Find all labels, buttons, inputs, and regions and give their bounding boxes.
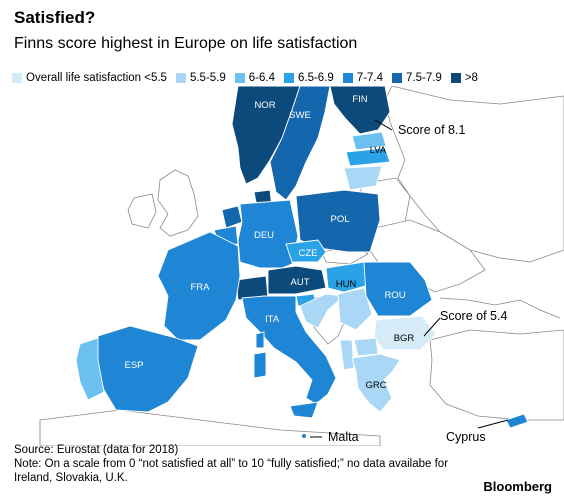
country-swe bbox=[269, 86, 331, 201]
note-text: Note: On a scale from 0 “not satisfied a… bbox=[14, 458, 449, 484]
bloomberg-logo: Bloomberg bbox=[483, 479, 552, 494]
cyprus-callout-line bbox=[477, 419, 509, 429]
country-est bbox=[351, 131, 387, 151]
country-srb bbox=[337, 287, 373, 331]
chart-subtitle: Finns score highest in Europe on life sa… bbox=[14, 35, 358, 52]
label-grc: GRC bbox=[365, 380, 386, 391]
footnote: Source: Eurostat (data for 2018) Note: O… bbox=[14, 443, 484, 485]
legend-item: 7.5-7.9 bbox=[392, 72, 442, 84]
country-ita-sardinia bbox=[253, 351, 267, 379]
europe-map: NOR SWE FIN LVA POL DEU CZE AUT HUN FRA … bbox=[0, 86, 564, 446]
annotation-cyprus: Cyprus bbox=[446, 430, 486, 444]
legend-item: 6.5-6.9 bbox=[283, 72, 334, 84]
country-fra-corsica bbox=[255, 331, 265, 349]
legend-label: Overall life satisfaction <5.5 bbox=[26, 72, 167, 84]
country-prt bbox=[75, 337, 105, 401]
label-deu: DEU bbox=[254, 230, 274, 241]
legend-item: 5.5-5.9 bbox=[175, 72, 226, 84]
ireland-outline bbox=[127, 193, 157, 229]
label-hun: HUN bbox=[336, 279, 357, 290]
black-sea-shore bbox=[439, 297, 561, 319]
legend-swatch bbox=[342, 73, 353, 83]
country-mkd bbox=[353, 337, 379, 357]
legend-swatch bbox=[283, 73, 294, 83]
country-hun bbox=[325, 261, 373, 293]
uk-outline bbox=[157, 169, 199, 237]
ukraine-outline bbox=[367, 219, 486, 293]
label-swe: SWE bbox=[289, 110, 311, 121]
legend-item: Overall life satisfaction <5.5 bbox=[12, 72, 167, 84]
legend-label: 7-7.4 bbox=[356, 72, 384, 84]
country-ita bbox=[241, 295, 337, 405]
annotation-fin-score: Score of 8.1 bbox=[398, 123, 465, 137]
label-fra: FRA bbox=[191, 282, 211, 293]
country-nld bbox=[221, 205, 243, 229]
country-fin bbox=[329, 86, 391, 135]
legend-label: >8 bbox=[464, 72, 478, 84]
country-rou bbox=[363, 261, 433, 317]
country-lva bbox=[345, 147, 391, 167]
country-alb bbox=[339, 339, 355, 371]
label-cze: CZE bbox=[299, 248, 318, 259]
annotation-bgr-score: Score of 5.4 bbox=[440, 309, 507, 323]
country-labels: NOR SWE FIN LVA POL DEU CZE AUT HUN FRA … bbox=[124, 94, 414, 391]
label-ita: ITA bbox=[265, 314, 280, 325]
chart-title: Satisfied? bbox=[14, 8, 96, 27]
country-cyp bbox=[505, 413, 529, 429]
label-aut: AUT bbox=[291, 277, 310, 288]
label-pol: POL bbox=[330, 214, 349, 225]
legend-label: 5.5-5.9 bbox=[189, 72, 226, 84]
label-fin: FIN bbox=[352, 94, 367, 105]
europe-map-svg: NOR SWE FIN LVA POL DEU CZE AUT HUN FRA … bbox=[39, 86, 564, 446]
no-data-land bbox=[39, 86, 564, 446]
source-text: Source: Eurostat (data for 2018) bbox=[14, 444, 179, 456]
legend-swatch bbox=[234, 73, 245, 83]
legend-item: 6-6.4 bbox=[234, 72, 275, 84]
legend-item: >8 bbox=[450, 72, 478, 84]
country-hrv bbox=[299, 293, 346, 329]
legend-label: 6.5-6.9 bbox=[297, 72, 334, 84]
legend-label: 7.5-7.9 bbox=[406, 72, 442, 84]
north-africa-outline bbox=[39, 409, 381, 446]
turkey-outline bbox=[429, 329, 564, 421]
country-mlt bbox=[301, 433, 307, 439]
legend-swatch bbox=[12, 73, 22, 83]
country-fra bbox=[157, 231, 241, 341]
label-rou: ROU bbox=[384, 290, 405, 301]
fin-callout-line bbox=[374, 119, 393, 131]
country-ita-sicily bbox=[289, 401, 319, 419]
country-deu bbox=[237, 199, 299, 269]
country-cze bbox=[285, 239, 327, 263]
label-nor: NOR bbox=[254, 100, 275, 111]
annotation-malta: Malta bbox=[328, 430, 359, 444]
legend-swatch bbox=[392, 73, 403, 83]
legend-swatch bbox=[450, 73, 461, 83]
legend-swatch bbox=[175, 73, 186, 83]
label-esp: ESP bbox=[124, 360, 143, 371]
country-ltu bbox=[343, 165, 383, 191]
legend-item: 7-7.4 bbox=[342, 72, 384, 84]
country-grc bbox=[351, 353, 401, 413]
bgr-callout-line bbox=[423, 317, 441, 337]
label-bgr: BGR bbox=[394, 333, 415, 344]
label-lva: LVA bbox=[370, 145, 387, 156]
countries bbox=[75, 86, 529, 439]
legend: Overall life satisfaction <5.5 5.5-5.9 6… bbox=[12, 72, 487, 84]
legend-label: 6-6.4 bbox=[248, 72, 275, 84]
annotations: Score of 8.1 Score of 5.4 Malta Cyprus bbox=[310, 119, 509, 444]
